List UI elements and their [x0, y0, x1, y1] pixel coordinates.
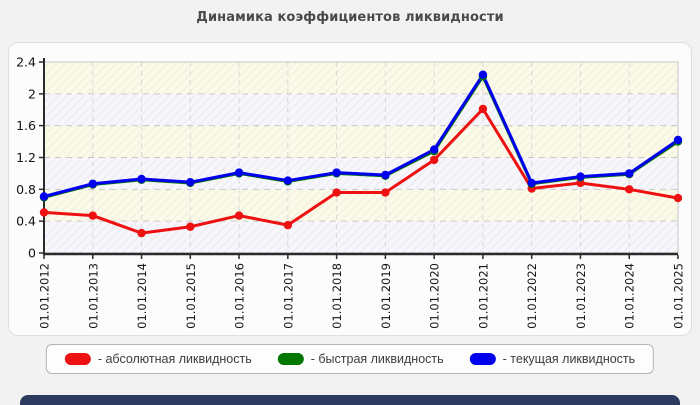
data-point	[576, 172, 585, 181]
data-point	[625, 185, 634, 194]
plot-band	[44, 62, 678, 94]
data-point	[88, 211, 97, 220]
legend-item-quick-liquidity: - быстрая ликвидность	[277, 352, 444, 366]
y-tick-label: 0.8	[16, 182, 36, 197]
y-tick-label: 2	[28, 86, 36, 101]
chart-canvas: 0 0.4 0.8 1.2 1.6 2 2.4 01.01.2012 01.01.2013 01.…	[16, 55, 686, 329]
legend-swatch-green	[277, 353, 304, 365]
x-tick-label: 01.01.2019	[379, 263, 393, 329]
y-tick-label: 1.2	[16, 150, 36, 165]
plot-band	[44, 125, 678, 158]
legend-label: - абсолютная ликвидность	[97, 352, 252, 366]
data-point	[186, 222, 195, 231]
data-point	[429, 145, 439, 154]
legend-swatch-blue	[469, 353, 496, 365]
data-point	[283, 176, 293, 185]
data-point	[234, 168, 244, 177]
data-point	[673, 135, 683, 145]
x-tick-label: 01.01.2024	[623, 263, 637, 329]
data-point	[39, 208, 49, 217]
data-point	[332, 188, 341, 197]
data-point	[673, 193, 683, 203]
legend: - абсолютная ликвидность - быстрая ликви…	[45, 344, 655, 374]
plot-band	[44, 189, 678, 222]
data-point	[186, 177, 195, 187]
data-point	[381, 170, 390, 180]
y-tick-label: 0.4	[16, 214, 36, 229]
series-line-абсолютная-ликвидность	[42, 107, 680, 235]
x-tick-label: 01.01.2013	[86, 263, 100, 329]
data-point	[478, 104, 488, 114]
x-tick-label: 01.01.2014	[135, 263, 149, 329]
legend-item-current-liquidity: - текущая ликвидность	[469, 352, 636, 366]
x-tick-label: 01.01.2022	[525, 263, 539, 329]
x-tick-label: 01.01.2012	[38, 263, 52, 329]
chart-panel: 0 0.4 0.8 1.2 1.6 2 2.4 01.01.2012 01.01.2013 01.…	[8, 42, 692, 336]
data-point	[429, 155, 439, 165]
legend-swatch-red	[64, 353, 91, 365]
legend-item-absolute-liquidity: - абсолютная ликвидность	[64, 352, 252, 366]
y-tick-label: 0	[28, 246, 36, 261]
data-point	[39, 192, 49, 201]
legend-label: - текущая ликвидность	[502, 352, 636, 366]
x-tick-label: 01.01.2017	[281, 263, 295, 329]
data-point	[88, 179, 97, 188]
data-point	[283, 220, 293, 230]
x-tick-label: 01.01.2020	[428, 263, 442, 329]
x-tick-label: 01.01.2018	[330, 263, 344, 329]
plot-band	[44, 221, 678, 253]
data-point	[137, 228, 146, 238]
data-point	[527, 178, 536, 188]
x-tick-label: 01.01.2021	[476, 263, 490, 329]
data-point	[234, 211, 244, 220]
x-tick-label: 01.01.2025	[672, 263, 686, 329]
data-point	[478, 70, 488, 79]
data-point	[381, 188, 390, 197]
x-tick-label: 01.01.2023	[574, 263, 588, 329]
series-line-текущая-ликвидность	[42, 73, 680, 198]
y-tick-label: 1.6	[16, 118, 36, 133]
legend-label: - быстрая ликвидность	[310, 352, 444, 366]
y-tick-label: 2.4	[16, 55, 36, 70]
chart-title: Динамика коэффициентов ликвидности	[196, 10, 504, 25]
x-tick-label: 01.01.2016	[233, 263, 247, 329]
plot-band	[44, 93, 678, 126]
data-point	[332, 168, 341, 177]
data-point	[137, 174, 146, 184]
x-tick-label: 01.01.2015	[184, 263, 198, 329]
bottom-panel-edge	[20, 395, 680, 405]
data-point	[625, 169, 634, 178]
